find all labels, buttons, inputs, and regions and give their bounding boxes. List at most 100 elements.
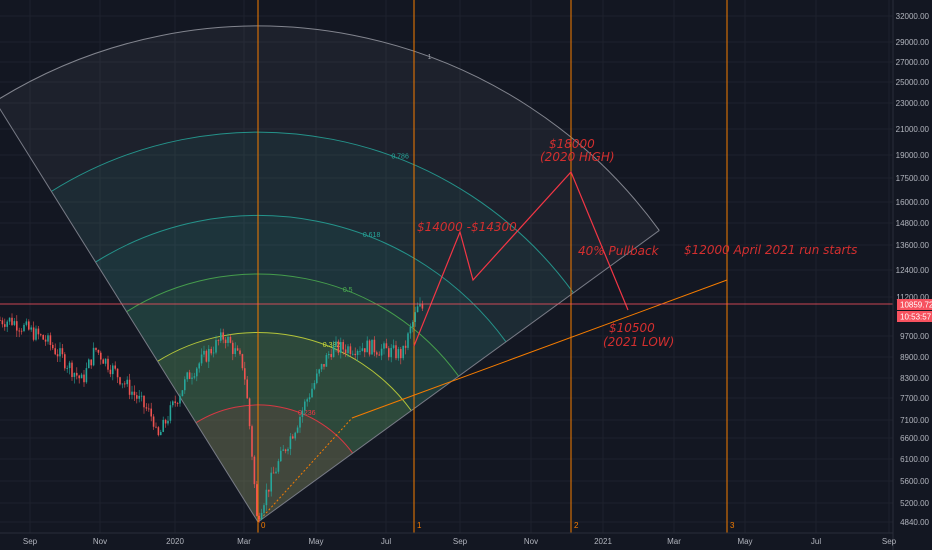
time-tick-label: Sep: [882, 537, 897, 546]
candle-body: [318, 369, 320, 374]
candle-body: [270, 472, 272, 492]
annotations: $18000 (2020 HIGH) $14000 -$14300 40% Pu…: [417, 137, 857, 349]
fib-sector: [0, 26, 660, 522]
candle-body: [116, 368, 119, 378]
candle-body: [313, 382, 316, 389]
time-axis[interactable]: Sep Nov 2020 Mar May Jul Sep Nov 2021 Mar May Jul Se…: [0, 532, 897, 546]
candle-body: [133, 391, 136, 396]
price-markers: 10859.72 10:53:57: [897, 299, 932, 322]
candle-body: [316, 373, 318, 383]
candle-body: [68, 362, 71, 369]
candle-body: [244, 368, 246, 380]
candle-body: [30, 327, 32, 330]
candle-body: [138, 395, 140, 399]
price-tick-label: 13600.00: [896, 241, 930, 250]
candle-body: [119, 377, 121, 385]
candle-body: [200, 354, 203, 364]
candle-body: [92, 347, 95, 366]
price-tick-label: 5200.00: [900, 499, 929, 508]
candle-body: [126, 379, 128, 385]
candle-body: [352, 353, 354, 355]
price-tick-label: 9700.00: [900, 332, 929, 341]
time-zone-label: 0: [261, 521, 266, 530]
candle-body: [260, 512, 263, 520]
annotation-run-starts: $12000 April 2021 run starts: [684, 243, 857, 257]
candle-body: [162, 419, 164, 432]
candle-body: [42, 334, 44, 340]
candle-body: [236, 348, 239, 351]
candle-body: [397, 349, 400, 359]
annotation-pullback: 40% Pullback: [578, 244, 660, 258]
candle-body: [402, 345, 404, 359]
candle-body: [0, 320, 1, 321]
fib-level-label: 0.382: [323, 342, 341, 349]
candle-body: [308, 397, 311, 400]
candle-body: [32, 327, 35, 340]
candle-body: [11, 317, 13, 325]
candle-body: [234, 348, 236, 354]
candle-body: [1, 320, 4, 325]
price-axis[interactable]: 32000.00 29000.00 27000.00 25000.00 23000.00…: [892, 0, 930, 550]
candle-body: [419, 303, 421, 307]
candle-body: [172, 401, 174, 406]
candle-body: [6, 321, 8, 327]
candle-body: [323, 364, 325, 367]
candle-body: [80, 374, 83, 379]
time-tick-label: Jul: [381, 537, 391, 546]
candle-body: [157, 427, 160, 436]
candle-body: [104, 358, 107, 364]
candle-body: [311, 388, 313, 398]
candle-body: [217, 340, 220, 341]
last-price-tag: [897, 299, 932, 310]
price-tick-label: 6600.00: [900, 434, 929, 443]
candle-body: [409, 326, 412, 334]
candle-body: [181, 390, 184, 397]
candle-body: [340, 342, 342, 353]
candle-body: [280, 450, 282, 462]
candle-body: [366, 340, 368, 353]
candle-body: [4, 324, 6, 327]
support-line-long: [351, 279, 728, 419]
candle-body: [364, 348, 366, 353]
price-tick-label: 21000.00: [896, 125, 930, 134]
candle-body: [97, 349, 100, 353]
fib-level-label: 1: [428, 54, 432, 61]
fib-level-label: 0.236: [298, 410, 316, 417]
time-tick-label: Jul: [811, 537, 821, 546]
candle-body: [390, 347, 392, 358]
fib-arc-0.786: [51, 131, 574, 294]
candle-body: [241, 354, 244, 369]
candle-body: [85, 368, 88, 383]
candle-body: [212, 352, 215, 354]
candle-body: [100, 352, 102, 360]
fib-arc-1: [0, 25, 660, 231]
time-tick-label: Mar: [237, 537, 251, 546]
candle-body: [208, 348, 210, 362]
candle-body: [277, 461, 280, 472]
time-tick-label: Sep: [453, 537, 468, 546]
fib-arc-0.618: [95, 214, 507, 343]
candle-body: [47, 335, 49, 342]
candle-body: [229, 336, 232, 343]
fib-level-label: 0.786: [391, 154, 409, 161]
candle-body: [56, 354, 59, 357]
candle-body: [306, 399, 308, 402]
candle-body: [107, 358, 109, 370]
price-tick-label: 7700.00: [900, 394, 929, 403]
fib-sector: [95, 215, 506, 523]
candle-body: [152, 416, 155, 427]
candle-body: [284, 449, 287, 452]
time-zone-label: 1: [417, 521, 422, 530]
candle-body: [335, 341, 337, 346]
candle-body: [102, 359, 104, 364]
candle-body: [361, 348, 364, 351]
candle-body: [299, 416, 301, 428]
price-tick-label: 32000.00: [896, 12, 930, 21]
price-tick-label: 23000.00: [896, 99, 930, 108]
annotation-2021-low-sub: (2021 LOW): [603, 335, 674, 349]
candle-body: [109, 369, 112, 375]
annotation-range: $14000 -$14300: [417, 220, 517, 234]
time-tick-label: Nov: [93, 537, 107, 546]
candle-body: [304, 401, 306, 411]
